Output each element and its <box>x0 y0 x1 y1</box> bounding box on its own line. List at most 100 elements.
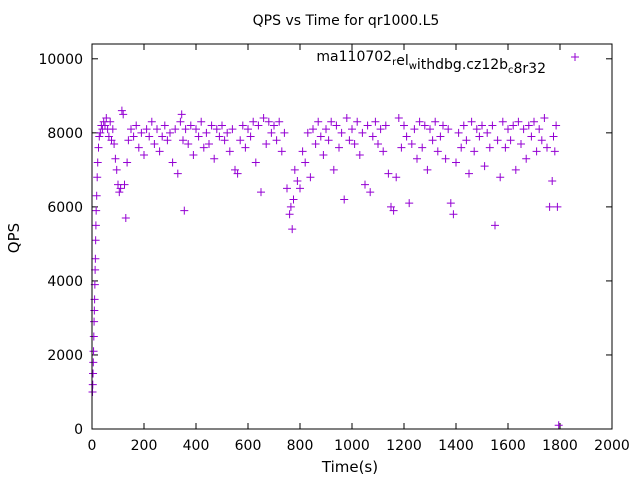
data-point <box>553 202 562 211</box>
data-point <box>160 121 169 130</box>
data-point <box>514 117 523 126</box>
data-point <box>402 132 411 141</box>
data-point <box>91 221 100 230</box>
data-point <box>413 154 421 163</box>
data-point <box>115 188 124 197</box>
legend-label: ma110702relwithdbg.cz12bc8r32 <box>316 49 546 77</box>
data-point <box>210 154 219 163</box>
data-point <box>345 136 354 145</box>
data-point <box>379 147 388 156</box>
data-point <box>262 139 271 148</box>
data-point <box>467 117 476 126</box>
data-point <box>522 154 531 163</box>
data-point <box>112 165 121 174</box>
data-point <box>335 143 343 152</box>
data-point <box>194 132 203 141</box>
data-point <box>342 114 351 123</box>
data-point <box>488 121 497 130</box>
data-point <box>376 125 385 134</box>
data-point <box>223 128 232 137</box>
data-point <box>142 125 151 134</box>
data-point <box>506 136 515 145</box>
data-point <box>504 125 512 134</box>
data-point <box>524 121 533 130</box>
data-point <box>428 136 437 145</box>
data-point <box>254 121 263 130</box>
data-point <box>358 128 367 137</box>
data-point <box>228 125 237 134</box>
data-point <box>88 387 97 396</box>
data-point <box>309 125 317 134</box>
data-point <box>270 121 278 130</box>
data-point <box>257 188 265 197</box>
data-point <box>426 125 434 134</box>
data-point <box>329 165 338 174</box>
data-point <box>202 128 211 137</box>
data-point <box>549 132 558 141</box>
data-point <box>517 139 525 148</box>
data-point <box>532 147 541 156</box>
data-point <box>249 117 258 126</box>
data-point <box>150 139 159 148</box>
plot-frame <box>91 43 613 430</box>
data-points <box>88 106 563 430</box>
x-tick-label: 600 <box>235 438 262 454</box>
y-tick-label: 2000 <box>47 348 83 364</box>
data-point <box>173 169 182 178</box>
data-point <box>491 221 499 230</box>
data-point <box>120 180 129 189</box>
data-point <box>418 143 427 152</box>
data-point <box>153 125 161 134</box>
data-point <box>400 121 408 130</box>
data-point <box>480 162 489 171</box>
data-point <box>397 143 406 152</box>
data-point <box>117 106 126 115</box>
data-point <box>215 132 224 141</box>
data-point <box>452 158 460 167</box>
data-point <box>439 121 447 130</box>
data-point <box>290 165 299 174</box>
data-point <box>296 184 304 193</box>
data-point <box>272 136 281 145</box>
x-tick-label: 800 <box>287 438 314 454</box>
data-point <box>327 117 336 126</box>
data-point <box>355 151 364 160</box>
data-point <box>545 202 554 211</box>
data-point <box>186 121 195 130</box>
data-point <box>337 128 346 137</box>
x-tick-label: 1600 <box>490 438 526 454</box>
data-point <box>91 236 100 245</box>
data-point <box>163 136 172 145</box>
data-point <box>124 136 133 145</box>
data-point <box>158 132 167 141</box>
data-point <box>511 165 520 174</box>
data-point <box>389 206 398 215</box>
data-point <box>140 151 148 160</box>
data-point <box>548 176 557 185</box>
data-point <box>89 358 98 367</box>
data-point <box>91 254 100 263</box>
data-point <box>340 195 349 204</box>
data-point <box>89 369 98 378</box>
data-point <box>465 169 473 178</box>
y-axis-label: QPS <box>5 223 23 253</box>
x-tick-label: 1000 <box>334 438 370 454</box>
data-point <box>552 121 561 130</box>
data-point <box>145 132 154 141</box>
data-point <box>319 151 328 160</box>
data-point <box>207 121 216 130</box>
data-point <box>132 121 141 130</box>
data-point <box>92 191 101 200</box>
data-point <box>123 158 132 167</box>
data-point <box>433 147 442 156</box>
data-point <box>384 169 393 178</box>
data-point <box>251 158 260 167</box>
data-point <box>493 136 502 145</box>
data-point <box>275 117 284 126</box>
data-point <box>289 195 298 204</box>
data-point <box>259 114 268 123</box>
data-point <box>293 176 302 185</box>
data-point <box>95 132 104 141</box>
data-point <box>475 132 484 141</box>
data-point <box>446 199 455 208</box>
